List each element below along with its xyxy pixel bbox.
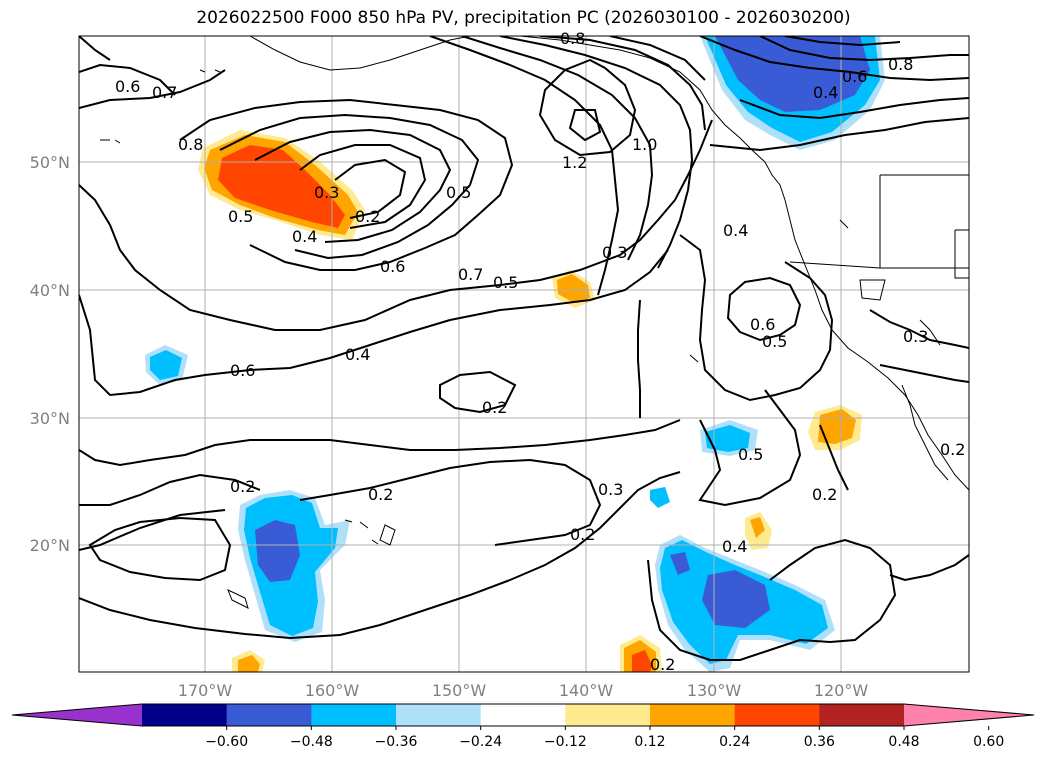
pv-contours: [79, 36, 969, 661]
colorbar-segment: [734, 704, 820, 726]
contour-label: 1.0: [632, 135, 657, 154]
contour-label: 0.4: [722, 537, 747, 556]
precip-negative-anomaly: [150, 350, 182, 380]
colorbar-tick-label: −0.60: [205, 734, 248, 750]
colorbar-segment: [142, 704, 228, 726]
contour-label: 0.8: [560, 29, 585, 48]
lon-label: 150°W: [432, 681, 487, 700]
colorbar: −0.60 −0.48 −0.36 −0.24 −0.12 0.12 0.24 0.36 0.4…: [11, 703, 1035, 750]
colorbar-tick-label: 0.36: [804, 734, 835, 750]
contour-label: 0.3: [903, 327, 928, 346]
contour-label: 0.2: [355, 207, 380, 226]
lon-label: 130°W: [687, 681, 742, 700]
precip-negative-anomaly: [255, 520, 300, 582]
lat-label: 50°N: [30, 153, 70, 172]
map-frame: [78, 35, 970, 673]
lon-label: 120°W: [814, 681, 869, 700]
contour-label: 0.2: [230, 477, 255, 496]
contour-label: 0.4: [723, 221, 748, 240]
latitude-labels: 50°N 40°N 30°N 20°N: [30, 153, 70, 555]
colorbar-tick-label: −0.36: [375, 734, 418, 750]
colorbar-tick-label: 0.48: [888, 734, 919, 750]
lat-label: 40°N: [30, 281, 70, 300]
precip-negative-anomaly: [650, 487, 670, 508]
contour-label: 0.2: [368, 485, 393, 504]
contour-label: 0.7: [152, 83, 177, 102]
contour-label: 1.2: [562, 153, 587, 172]
contour-label: 0.4: [813, 83, 838, 102]
colorbar-extend-low: [12, 704, 142, 726]
contour-label: 0.5: [228, 207, 253, 226]
colorbar-segment: [565, 704, 651, 726]
colorbar-segment: [226, 704, 312, 726]
colorbar-tick-label: 0.60: [973, 734, 1004, 750]
contour-label: 0.8: [888, 55, 913, 74]
map-plot-area: [79, 36, 969, 672]
colorbar-tick-label: 0.24: [719, 734, 750, 750]
precip-negative-anomaly: [705, 425, 750, 452]
colorbar-segment: [650, 704, 736, 726]
contour-label: 0.6: [380, 257, 405, 276]
contour-label: 0.7: [458, 265, 483, 284]
precip-negative-anomaly: [670, 552, 690, 575]
lon-label: 140°W: [559, 681, 614, 700]
lat-label: 20°N: [30, 536, 70, 555]
contour-label: 0.2: [940, 440, 965, 459]
contour-label: 0.5: [493, 273, 518, 292]
colorbar-segment: [819, 704, 905, 726]
contour-label: 0.6: [230, 361, 255, 380]
precip-positive-anomaly: [557, 274, 590, 303]
colorbar-segment: [480, 704, 566, 726]
contour-label: 0.2: [482, 398, 507, 417]
contour-label: 0.5: [446, 183, 471, 202]
contour-labels: 0.6 0.7 0.8 0.5 0.3 0.4 0.2 0.6 0.7 0.5 …: [115, 29, 965, 674]
colorbar-tick-label: −0.48: [290, 734, 333, 750]
contour-label: 0.6: [115, 77, 140, 96]
graticule: [79, 36, 969, 672]
precip-positive-anomaly: [238, 655, 260, 672]
contour-label: 0.2: [570, 525, 595, 544]
contour-label: 0.2: [812, 485, 837, 504]
precip-positive-anomaly: [632, 650, 652, 672]
contour-label: 0.3: [602, 243, 627, 262]
contour-label: 0.6: [750, 315, 775, 334]
contour-label: 0.3: [314, 183, 339, 202]
colorbar-tick-label: −0.24: [459, 734, 502, 750]
colorbar-extend-high: [904, 704, 1034, 726]
contour-label: 0.5: [738, 445, 763, 464]
contour-label: 0.4: [292, 227, 317, 246]
lat-label: 30°N: [30, 409, 70, 428]
colorbar-segment: [396, 704, 482, 726]
contour-label: 0.2: [650, 655, 675, 674]
colorbar-tick-label: 0.12: [634, 734, 665, 750]
colorbar-outline: [11, 703, 1035, 727]
contour-label: 0.4: [345, 345, 370, 364]
colorbar-segment: [311, 704, 397, 726]
contour-label: 0.3: [598, 480, 623, 499]
contour-label: 0.5: [762, 332, 787, 351]
precip-negative-anomaly: [715, 36, 870, 112]
map-title: 2026022500 F000 850 hPa PV, precipitatio…: [196, 8, 851, 28]
precip-positive-anomaly: [218, 145, 345, 228]
precip-negative-anomaly: [702, 570, 770, 628]
lon-label: 170°W: [178, 681, 233, 700]
colorbar-tick-label: −0.12: [544, 734, 587, 750]
longitude-labels: 170°W 160°W 150°W 140°W 130°W 120°W: [178, 681, 869, 700]
contour-label: 0.8: [178, 135, 203, 154]
precip-positive-anomaly: [750, 517, 765, 538]
coastlines: [100, 36, 969, 609]
lon-label: 160°W: [305, 681, 360, 700]
contour-label: 0.6: [842, 67, 867, 86]
